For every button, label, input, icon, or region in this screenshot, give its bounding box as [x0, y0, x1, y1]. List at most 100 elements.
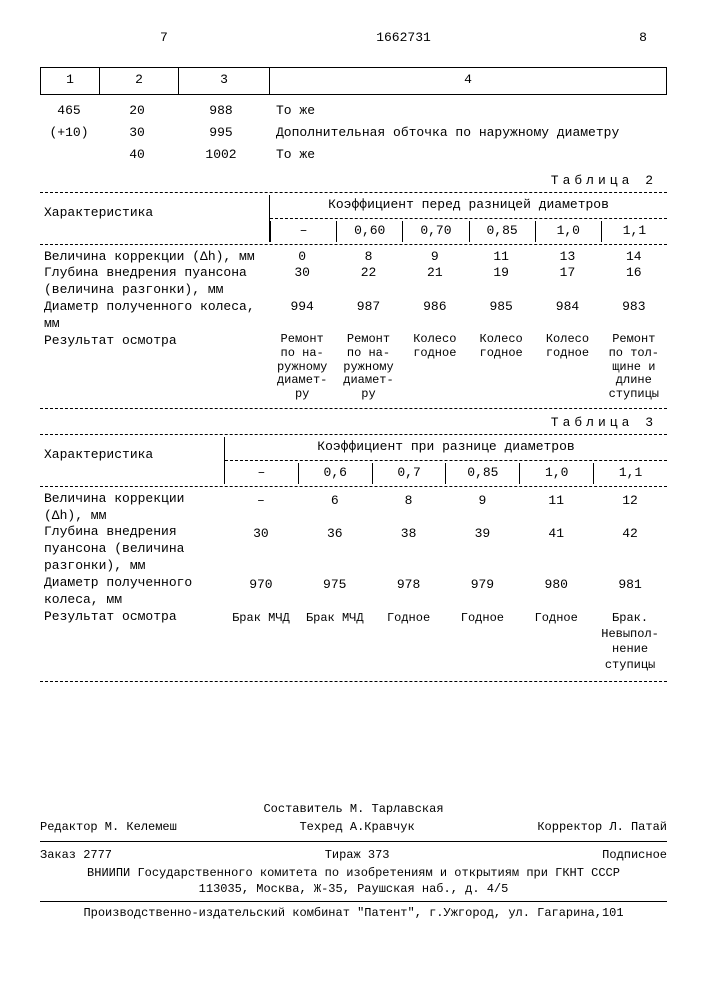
coef-title: Коэффициент перед разницей диаметров — [270, 195, 667, 216]
row-label: Результат осмотра — [40, 609, 224, 675]
t2-col-row: – 0,60 0,70 0,85 1,0 1,1 — [270, 221, 667, 242]
compiler: Составитель М. Тарлавская — [40, 802, 667, 818]
divider — [40, 486, 667, 487]
row-label: Величина коррекции (Δh), мм — [40, 249, 269, 266]
cell: Брак. Невыпол-нение ступицы — [593, 609, 667, 675]
cell: 19 — [468, 265, 534, 299]
table-row: 465 20 988 То же — [40, 101, 667, 123]
cell: 22 — [335, 265, 401, 299]
table-row: Результат осмотра Ремонт по на-ружному д… — [40, 333, 667, 402]
cell: 40 — [98, 147, 176, 164]
cell: 995 — [176, 125, 266, 142]
cell: Годное — [372, 609, 446, 675]
cell: Колесо годное — [534, 333, 600, 402]
page-header: 7 1662731 8 — [40, 30, 667, 47]
table-row: Глубина внедрения пуансона (величина раз… — [40, 265, 667, 299]
right-page-num: 8 — [639, 30, 647, 47]
cell: Годное — [445, 609, 519, 675]
cell: 979 — [445, 575, 519, 609]
col-head: 1,0 — [519, 463, 593, 484]
table2-header: Характеристика Коэффициент перед разнице… — [40, 195, 667, 242]
table1-header: 1 2 3 4 — [40, 67, 667, 95]
cell: 30 — [269, 265, 335, 299]
cell: 16 — [601, 265, 667, 299]
table1-body: 465 20 988 То же (+10) 30 995 Дополнител… — [40, 101, 667, 167]
table-row: Диаметр полученного колеса, мм 994 987 9… — [40, 299, 667, 333]
char-label: Характеристика — [40, 195, 269, 242]
cell: Ремонт по на-ружному диамет-ру — [269, 333, 335, 402]
coef-title: Коэффициент при разнице диаметров — [225, 437, 667, 458]
table3-label: Таблица 3 — [40, 415, 657, 432]
row-label: Результат осмотра — [40, 333, 269, 402]
cell: 984 — [534, 299, 600, 333]
col-head: 1,1 — [601, 221, 667, 242]
row-label: Глубина внедрения пуансона (величина раз… — [40, 265, 269, 299]
cell: Брак МЧД — [224, 609, 298, 675]
cell: 986 — [402, 299, 468, 333]
cell: Годное — [519, 609, 593, 675]
cell: 983 — [601, 299, 667, 333]
left-page-num: 7 — [160, 30, 168, 47]
cell: 38 — [372, 524, 446, 575]
divider — [40, 192, 667, 193]
table-row: Результат осмотра Брак МЧД Брак МЧД Годн… — [40, 609, 667, 675]
col-head: – — [270, 221, 336, 242]
cell: Ремонт по тол-щине и длине ступицы — [601, 333, 667, 402]
cell: 994 — [269, 299, 335, 333]
divider — [270, 218, 667, 219]
col-head: 0,6 — [298, 463, 372, 484]
addr1: 113035, Москва, Ж-35, Раушская наб., д. … — [40, 882, 667, 898]
order: Заказ 2777 — [40, 848, 112, 864]
cell: – — [224, 491, 298, 525]
col-head: 0,70 — [402, 221, 468, 242]
row-label: Диаметр полученного колеса, мм — [40, 575, 224, 609]
col-head: 1,0 — [535, 221, 601, 242]
cell: 985 — [468, 299, 534, 333]
cell: То же — [266, 147, 667, 164]
t1-col3: 3 — [179, 68, 270, 94]
cell: 42 — [593, 524, 667, 575]
cell: 12 — [593, 491, 667, 525]
footer: Составитель М. Тарлавская Редактор М. Ке… — [40, 802, 667, 922]
cell: Брак МЧД — [298, 609, 372, 675]
cell: 8 — [372, 491, 446, 525]
org1: ВНИИПИ Государственного комитета по изоб… — [40, 866, 667, 882]
cell: Колесо годное — [402, 333, 468, 402]
table-row: Величина коррекции (Δh), мм 0 8 9 11 13 … — [40, 249, 667, 266]
cell: 20 — [98, 103, 176, 120]
cell: 465 — [40, 103, 98, 120]
cell: 39 — [445, 524, 519, 575]
col-head: 1,1 — [593, 463, 667, 484]
cell: Ремонт по на-ружному диамет-ру — [335, 333, 401, 402]
cell: 8 — [335, 249, 401, 266]
col-head: 0,85 — [445, 463, 519, 484]
divider — [40, 681, 667, 682]
table3-header: Характеристика Коэффициент при разнице д… — [40, 437, 667, 484]
table2-body: Величина коррекции (Δh), мм 0 8 9 11 13 … — [40, 249, 667, 402]
cell: 9 — [445, 491, 519, 525]
cell: 21 — [402, 265, 468, 299]
cell: Колесо годное — [468, 333, 534, 402]
row-label: Величина коррекции (Δh), мм — [40, 491, 224, 525]
divider — [40, 408, 667, 409]
cell: 30 — [224, 524, 298, 575]
table-row: 40 1002 То же — [40, 145, 667, 167]
cell: 41 — [519, 524, 593, 575]
t1-col4: 4 — [270, 68, 667, 94]
cell: Дополнительная обточка по наружному диам… — [266, 125, 667, 142]
row-label: Диаметр полученного колеса, мм — [40, 299, 269, 333]
cell: 978 — [372, 575, 446, 609]
table-row: Глубина внедрения пуансона (величина раз… — [40, 524, 667, 575]
table-row: Величина коррекции (Δh), мм – 6 8 9 11 1… — [40, 491, 667, 525]
t1-col1: 1 — [40, 68, 100, 94]
divider — [225, 460, 667, 461]
cell: 6 — [298, 491, 372, 525]
col-head: 0,60 — [336, 221, 402, 242]
cell: 30 — [98, 125, 176, 142]
cell: 13 — [534, 249, 600, 266]
divider — [40, 244, 667, 245]
cell: 14 — [601, 249, 667, 266]
cell: 981 — [593, 575, 667, 609]
t1-col2: 2 — [100, 68, 179, 94]
subscription: Подписное — [602, 848, 667, 864]
